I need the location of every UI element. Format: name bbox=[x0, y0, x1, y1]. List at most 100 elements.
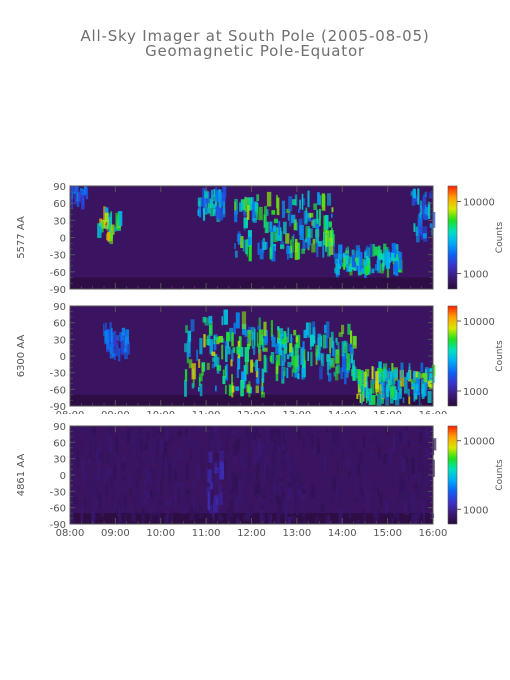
heatmap-cell bbox=[204, 317, 209, 326]
heatmap-cell bbox=[146, 457, 149, 462]
heatmap-cell bbox=[199, 452, 202, 469]
heatmap-cell bbox=[410, 379, 413, 385]
heatmap-cell bbox=[301, 198, 306, 206]
heatmap-cell bbox=[281, 491, 285, 505]
heatmap-cell bbox=[303, 518, 308, 526]
heatmap-cell bbox=[77, 450, 79, 468]
heatmap-cell bbox=[271, 334, 274, 341]
heatmap-cell bbox=[83, 470, 86, 482]
heatmap-cell bbox=[188, 431, 191, 448]
heatmap-cell bbox=[208, 334, 211, 346]
heatmap-cell bbox=[367, 261, 371, 273]
heatmap-cell bbox=[137, 423, 141, 440]
heatmap-cell bbox=[302, 341, 305, 351]
heatmap-cell bbox=[413, 383, 418, 399]
heatmap-cell bbox=[413, 223, 416, 232]
heatmap-cell bbox=[245, 422, 250, 437]
heatmap-cell bbox=[430, 428, 434, 446]
heatmap-cell bbox=[397, 252, 403, 270]
heatmap-cell bbox=[255, 360, 258, 371]
heatmap-cell bbox=[329, 448, 334, 459]
heatmap-cell bbox=[217, 191, 221, 204]
x-tick-label: 15:00 bbox=[373, 528, 402, 539]
heatmap-cell bbox=[420, 426, 424, 431]
heatmap-cell bbox=[345, 368, 349, 378]
heatmap-cell bbox=[359, 473, 361, 492]
heatmap-cell bbox=[278, 480, 281, 496]
heatmap-cell bbox=[325, 321, 330, 338]
heatmap-cell bbox=[390, 386, 394, 399]
heatmap-cell bbox=[344, 255, 349, 266]
heatmap-cell bbox=[301, 487, 306, 501]
heatmap-cell bbox=[197, 197, 202, 207]
heatmap-cell bbox=[401, 457, 406, 472]
heatmap-cell bbox=[283, 331, 287, 339]
heatmap-cell bbox=[408, 476, 411, 482]
heatmap-cell bbox=[163, 497, 168, 508]
heatmap-cell bbox=[184, 369, 188, 382]
heatmap-cell bbox=[169, 477, 173, 486]
heatmap-cell bbox=[118, 348, 121, 362]
heatmap-cell bbox=[199, 493, 204, 506]
heatmap-cell bbox=[271, 245, 276, 262]
heatmap-cell bbox=[392, 462, 396, 475]
heatmap-cell bbox=[138, 447, 142, 461]
heatmap-cell bbox=[285, 499, 290, 506]
heatmap-cell bbox=[389, 503, 393, 509]
heatmap-cell bbox=[276, 447, 280, 452]
y-tick-label: -60 bbox=[50, 504, 66, 515]
heatmap-cell bbox=[275, 429, 280, 435]
heatmap-cell bbox=[218, 336, 223, 343]
colorbar bbox=[447, 185, 458, 290]
heatmap-cell bbox=[283, 208, 286, 214]
heatmap-cell bbox=[71, 182, 74, 192]
y-tick-label: -60 bbox=[50, 385, 66, 396]
heatmap-cell bbox=[103, 481, 106, 490]
heatmap-cell bbox=[113, 330, 117, 335]
heatmap-cell bbox=[243, 217, 248, 229]
heatmap-cell bbox=[403, 480, 407, 491]
heatmap-cell bbox=[215, 385, 217, 392]
heatmap-cell bbox=[305, 226, 309, 242]
heatmap-cell bbox=[241, 494, 244, 499]
heatmap-cell bbox=[379, 493, 383, 508]
heatmap-cell bbox=[274, 457, 279, 472]
heatmap-cell bbox=[306, 237, 311, 249]
heatmap-cell bbox=[132, 426, 134, 435]
heatmap-cell bbox=[423, 373, 428, 383]
heatmap-cell bbox=[344, 368, 347, 385]
heatmap-cell bbox=[107, 432, 112, 444]
heatmap-cell bbox=[226, 430, 229, 440]
heatmap-cell bbox=[107, 231, 110, 242]
heatmap-cell bbox=[104, 212, 109, 223]
panel-top-mask bbox=[30, 414, 473, 426]
heatmap-cell bbox=[317, 192, 320, 205]
heatmap-cell bbox=[300, 449, 303, 455]
heatmap-cell bbox=[281, 452, 283, 469]
heatmap-cell bbox=[109, 343, 114, 359]
heatmap-cell bbox=[239, 202, 243, 212]
heatmap-cell bbox=[257, 242, 260, 255]
heatmap-cell bbox=[228, 426, 232, 434]
heatmap-cell bbox=[372, 244, 375, 257]
heatmap-cell bbox=[366, 245, 369, 256]
heatmap-cell bbox=[114, 335, 119, 346]
heatmap-cell bbox=[310, 228, 313, 239]
y-tick-label: -30 bbox=[50, 487, 66, 498]
heatmap-cell bbox=[230, 385, 235, 393]
heatmap-cell bbox=[140, 459, 145, 471]
heatmap-cell bbox=[236, 367, 239, 378]
heatmap-cell bbox=[199, 383, 203, 397]
heatmap-cell bbox=[371, 395, 376, 405]
y-tick-label: 60 bbox=[53, 319, 66, 330]
heatmap-cell bbox=[106, 453, 111, 463]
heatmap-cell bbox=[166, 511, 169, 523]
heatmap-cell bbox=[309, 212, 314, 218]
heatmap-cell bbox=[234, 201, 236, 213]
heatmap-cell bbox=[236, 496, 239, 512]
heatmap-cell bbox=[208, 505, 212, 514]
heatmap-cell bbox=[162, 458, 167, 476]
heatmap-cell bbox=[269, 247, 273, 260]
heatmap-cell bbox=[302, 239, 306, 251]
heatmap-cell bbox=[248, 506, 253, 516]
